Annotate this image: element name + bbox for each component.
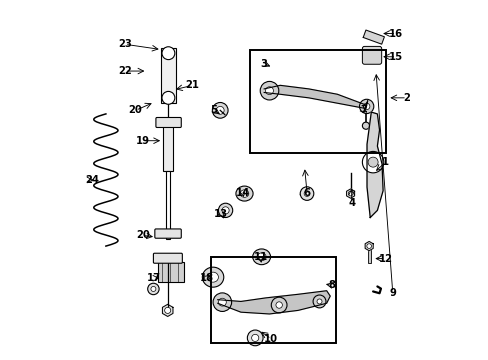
FancyBboxPatch shape (153, 253, 182, 263)
Circle shape (300, 187, 313, 201)
Text: 20: 20 (136, 230, 149, 240)
Text: 3: 3 (260, 59, 267, 69)
Bar (367, 248, 370, 263)
Circle shape (347, 191, 352, 196)
Text: 21: 21 (185, 80, 199, 90)
Ellipse shape (257, 253, 265, 261)
Text: 24: 24 (85, 175, 100, 185)
FancyBboxPatch shape (362, 46, 381, 64)
Circle shape (147, 283, 159, 295)
Circle shape (260, 81, 278, 100)
Text: 1: 1 (381, 157, 388, 167)
Text: 15: 15 (388, 52, 403, 62)
Text: 16: 16 (388, 28, 403, 39)
FancyBboxPatch shape (155, 229, 181, 238)
Text: 17: 17 (146, 273, 160, 283)
Circle shape (304, 191, 309, 197)
Text: 9: 9 (388, 288, 395, 297)
Circle shape (213, 293, 231, 311)
Polygon shape (363, 30, 384, 44)
Ellipse shape (235, 186, 253, 201)
Bar (160, 48, 176, 103)
Circle shape (362, 152, 383, 173)
Polygon shape (264, 85, 367, 109)
Text: 18: 18 (200, 273, 214, 283)
Circle shape (271, 297, 286, 313)
Ellipse shape (202, 267, 224, 287)
Bar (158, 262, 183, 282)
Polygon shape (217, 291, 329, 314)
Ellipse shape (218, 203, 232, 217)
Circle shape (275, 302, 282, 308)
Text: 6: 6 (303, 188, 310, 198)
Ellipse shape (212, 103, 227, 118)
FancyBboxPatch shape (156, 117, 181, 127)
Text: 14: 14 (235, 188, 249, 198)
Circle shape (312, 295, 325, 308)
Text: 13: 13 (214, 209, 228, 219)
Text: 23: 23 (118, 39, 131, 49)
Text: 5: 5 (210, 105, 217, 115)
Polygon shape (366, 112, 382, 217)
Ellipse shape (222, 207, 229, 214)
Circle shape (162, 47, 175, 60)
Ellipse shape (252, 249, 270, 265)
Text: 4: 4 (347, 198, 354, 208)
Circle shape (363, 103, 369, 110)
Circle shape (162, 91, 175, 104)
Circle shape (265, 87, 273, 95)
Ellipse shape (240, 190, 248, 197)
Circle shape (367, 157, 377, 167)
Circle shape (164, 307, 170, 314)
Ellipse shape (216, 107, 224, 114)
Text: 19: 19 (135, 136, 149, 146)
Circle shape (251, 334, 258, 342)
Circle shape (359, 99, 373, 113)
Circle shape (366, 244, 371, 248)
Circle shape (362, 122, 369, 129)
Circle shape (247, 330, 263, 346)
Text: 8: 8 (328, 280, 335, 291)
Polygon shape (162, 304, 173, 316)
Text: 2: 2 (403, 93, 409, 103)
Polygon shape (365, 242, 372, 251)
Bar (210, 257, 335, 342)
Text: 10: 10 (264, 334, 278, 344)
Bar (165, 171, 169, 239)
Text: 7: 7 (360, 105, 367, 115)
Bar (249, 50, 385, 153)
Polygon shape (346, 189, 354, 198)
Circle shape (151, 287, 156, 292)
Ellipse shape (207, 272, 218, 282)
Text: 12: 12 (378, 253, 392, 264)
Bar (163, 125, 172, 171)
Text: 11: 11 (253, 252, 267, 262)
Circle shape (316, 299, 322, 304)
Circle shape (218, 298, 226, 306)
Text: 22: 22 (118, 66, 131, 76)
Text: 20: 20 (128, 105, 142, 115)
